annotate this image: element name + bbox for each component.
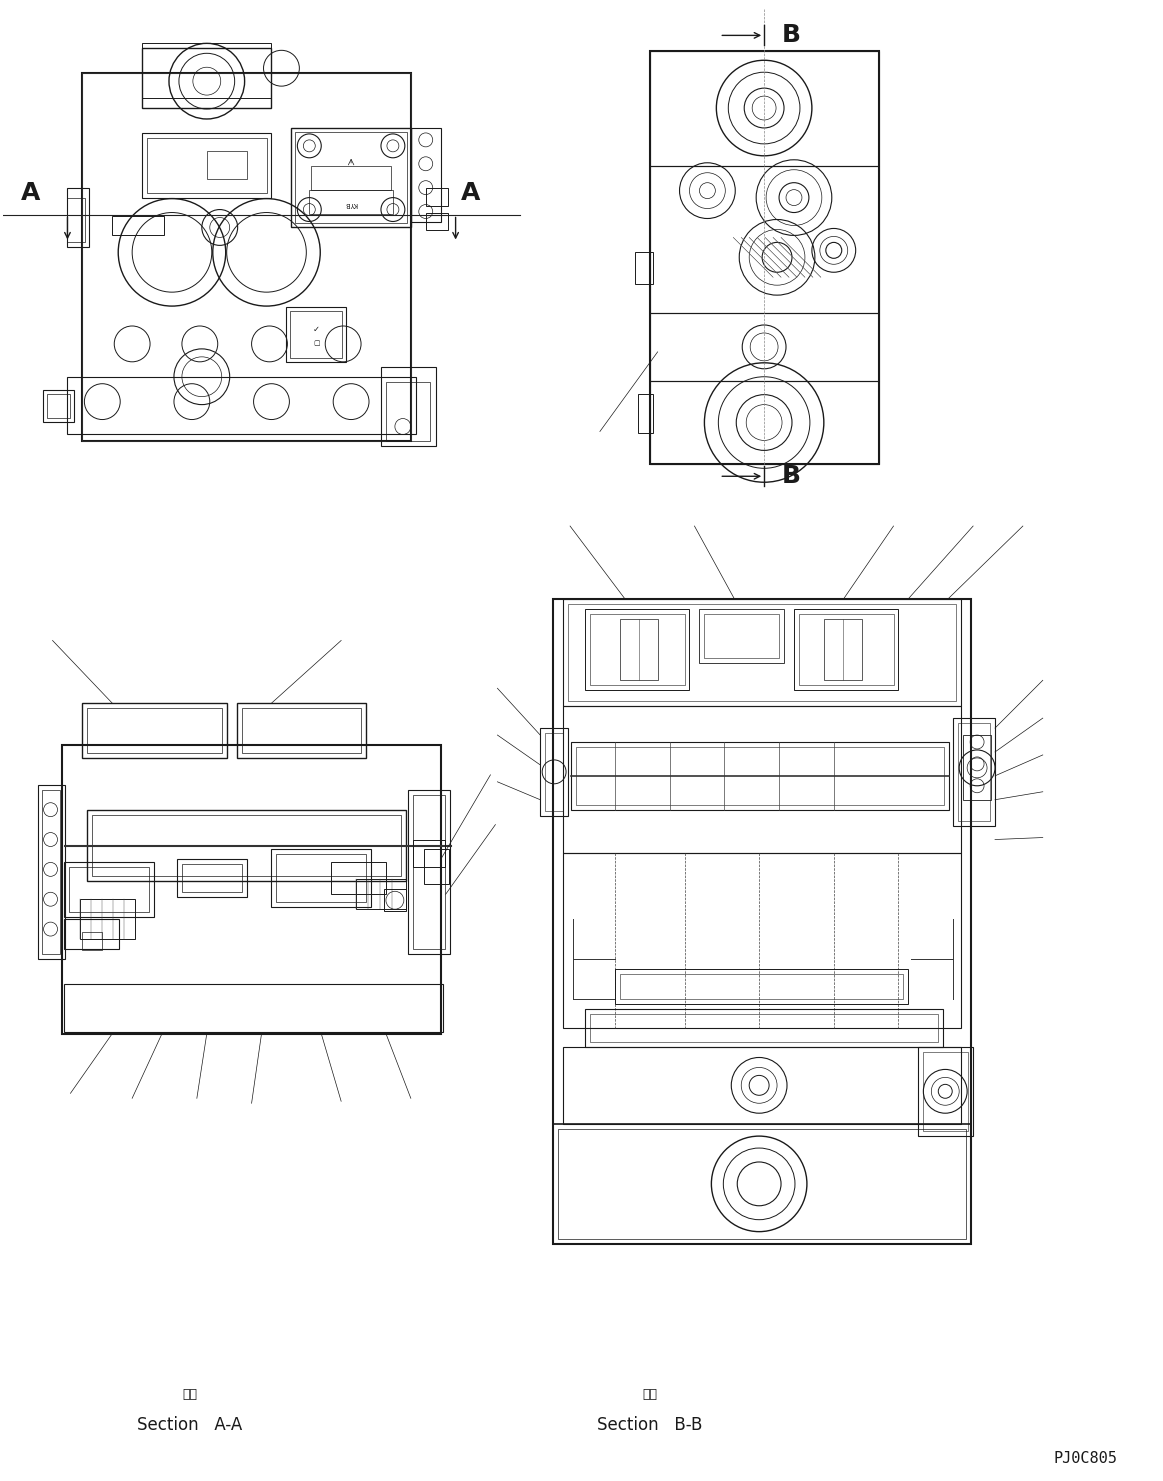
Bar — [42, 789, 59, 954]
Bar — [64, 920, 120, 949]
Text: PJ0C805: PJ0C805 — [1054, 1451, 1118, 1466]
Text: B: B — [782, 464, 801, 489]
Bar — [423, 850, 449, 884]
Bar — [291, 311, 342, 358]
Bar — [554, 1124, 971, 1244]
Text: ▢: ▢ — [313, 341, 320, 347]
Bar — [794, 609, 899, 690]
Bar — [147, 138, 266, 193]
Bar — [620, 974, 904, 998]
Bar — [426, 188, 448, 206]
Bar — [312, 166, 391, 190]
Bar — [207, 151, 247, 179]
Bar — [576, 746, 944, 804]
Bar — [83, 73, 411, 441]
Bar — [963, 735, 991, 800]
Bar — [142, 49, 271, 108]
Bar — [181, 865, 242, 892]
Bar — [242, 708, 361, 752]
Bar — [142, 43, 271, 98]
Bar — [923, 1052, 968, 1131]
Bar — [558, 1129, 966, 1238]
Bar — [177, 859, 247, 897]
Bar — [411, 127, 441, 222]
Bar — [650, 381, 878, 465]
Bar — [37, 785, 65, 960]
Bar — [70, 868, 149, 912]
Bar — [650, 52, 878, 166]
Bar — [540, 729, 568, 816]
Bar — [799, 613, 893, 686]
Bar — [650, 52, 878, 465]
Bar — [87, 708, 222, 752]
Bar — [637, 394, 652, 434]
Text: A: A — [21, 181, 41, 204]
Bar — [64, 983, 443, 1032]
Bar — [563, 598, 961, 706]
Text: KYB: KYB — [344, 200, 357, 206]
Bar — [67, 376, 416, 434]
Bar — [295, 132, 407, 224]
Bar — [571, 742, 949, 810]
Bar — [699, 609, 784, 663]
Bar — [384, 889, 406, 911]
Bar — [650, 312, 878, 381]
Bar — [568, 604, 956, 701]
Bar — [585, 1009, 943, 1047]
Bar — [83, 703, 227, 758]
Bar — [67, 197, 85, 243]
Bar — [286, 307, 347, 361]
Bar — [87, 810, 406, 881]
Bar — [563, 853, 961, 1028]
Bar — [92, 815, 401, 877]
Bar — [271, 850, 371, 908]
Bar — [590, 613, 685, 686]
Text: 断面: 断面 — [642, 1388, 657, 1401]
Bar — [236, 703, 366, 758]
Bar — [615, 969, 908, 1004]
Bar — [563, 706, 961, 853]
Bar — [142, 133, 271, 197]
Bar — [954, 718, 996, 825]
Text: Section   B-B: Section B-B — [597, 1416, 702, 1434]
Bar — [277, 855, 366, 902]
Bar — [408, 789, 450, 954]
Bar — [426, 213, 448, 231]
Bar — [113, 216, 164, 235]
Bar — [356, 880, 406, 909]
Bar — [545, 733, 563, 810]
Text: 断面: 断面 — [183, 1388, 198, 1401]
Bar — [650, 166, 878, 312]
Text: Section   A-A: Section A-A — [137, 1416, 243, 1434]
Bar — [705, 613, 779, 659]
Text: ✓: ✓ — [313, 324, 320, 333]
Bar — [590, 1013, 939, 1041]
Bar — [67, 188, 90, 247]
Bar — [413, 840, 444, 868]
Bar — [563, 1047, 961, 1124]
Bar — [64, 862, 154, 917]
Bar — [47, 394, 71, 418]
Bar — [309, 190, 393, 213]
Bar — [83, 932, 102, 949]
Bar — [958, 723, 990, 820]
Bar — [823, 619, 862, 680]
Bar — [554, 598, 971, 1244]
Text: A: A — [461, 181, 480, 204]
Bar — [585, 609, 690, 690]
Bar — [43, 390, 74, 422]
Bar — [331, 862, 386, 895]
Bar — [386, 382, 429, 441]
Text: B: B — [782, 24, 801, 47]
Bar — [381, 367, 436, 446]
Bar — [635, 252, 652, 284]
Bar — [413, 795, 444, 949]
Bar — [83, 73, 411, 441]
Bar — [620, 619, 657, 680]
Bar — [292, 127, 411, 228]
Bar — [63, 745, 441, 1034]
Bar — [919, 1047, 973, 1136]
Bar — [80, 899, 135, 939]
